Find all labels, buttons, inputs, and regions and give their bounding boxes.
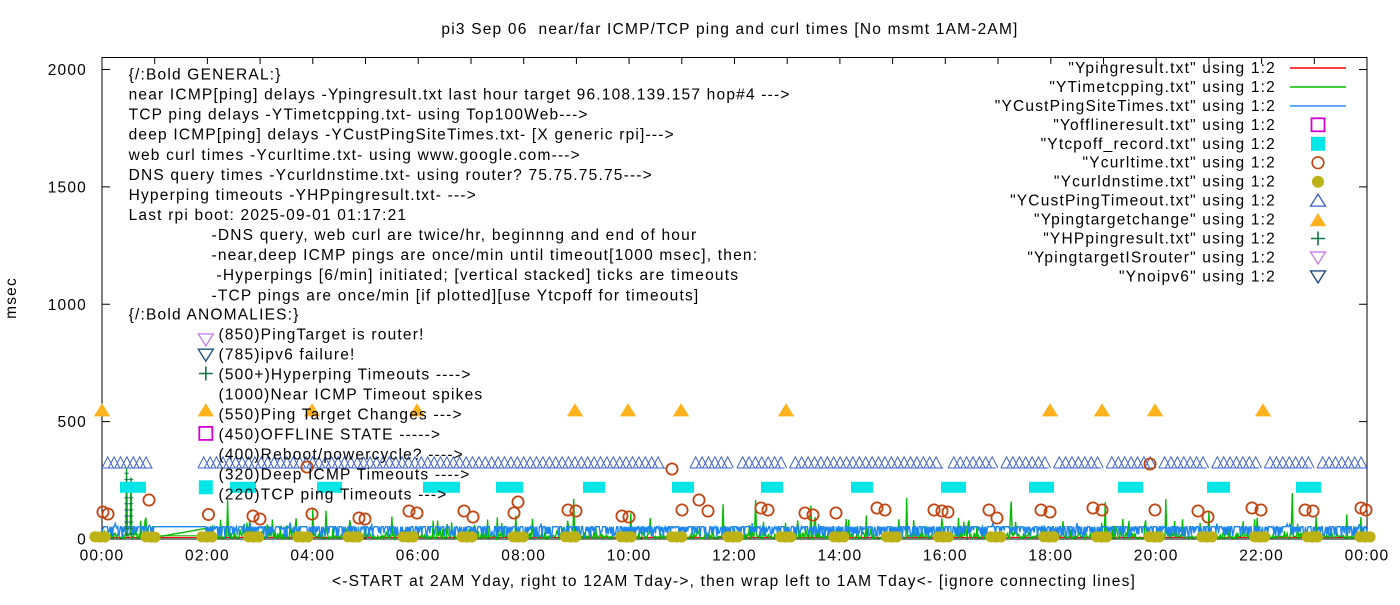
svg-text:"Ycurldnstime.txt" using 1:2: "Ycurldnstime.txt" using 1:2: [1054, 174, 1276, 191]
svg-text:"YHPpingresult.txt" using 1:2: "YHPpingresult.txt" using 1:2: [1043, 231, 1276, 248]
svg-text:(220)TCP ping Timeouts --->: (220)TCP ping Timeouts --->: [219, 486, 448, 503]
svg-text:deep ICMP[ping] delays -YCustP: deep ICMP[ping] delays -YCustPingSiteTim…: [129, 127, 675, 144]
svg-text:16:00: 16:00: [923, 548, 968, 565]
svg-text:"YCustPingTimeout.txt" using 1: "YCustPingTimeout.txt" using 1:2: [1010, 193, 1276, 210]
svg-text:1500: 1500: [48, 179, 87, 196]
svg-text:TCP ping delays -YTimetcpping.: TCP ping delays -YTimetcpping.txt- using…: [129, 107, 589, 124]
svg-text:-near,deep ICMP pings are once: -near,deep ICMP pings are once/min until…: [212, 247, 759, 264]
svg-text:(500+)Hyperping Timeouts ---->: (500+)Hyperping Timeouts ---->: [219, 366, 472, 383]
svg-text:Hyperping timeouts -YHPpingres: Hyperping timeouts -YHPpingresult.txt- -…: [129, 187, 477, 204]
svg-text:"Ytcpoff_record.txt" using 1:2: "Ytcpoff_record.txt" using 1:2: [1041, 136, 1276, 153]
svg-text:-DNS query, web curl are twice: -DNS query, web curl are twice/hr, begin…: [212, 227, 698, 244]
svg-text:"YCustPingSiteTimes.txt" using: "YCustPingSiteTimes.txt" using 1:2: [995, 98, 1276, 115]
svg-text:-TCP pings are once/min [if pl: -TCP pings are once/min [if plotted][use…: [212, 287, 700, 304]
svg-text:00:00: 00:00: [80, 548, 125, 565]
svg-text:"Yofflineresult.txt" using 1:2: "Yofflineresult.txt" using 1:2: [1053, 117, 1276, 134]
svg-text:2000: 2000: [48, 62, 87, 79]
svg-text:08:00: 08:00: [501, 548, 546, 565]
svg-text:12:00: 12:00: [712, 548, 757, 565]
svg-text:"Ynoipv6" using 1:2: "Ynoipv6" using 1:2: [1119, 268, 1276, 285]
svg-text:-Hyperpings [6/min] initiated;: -Hyperpings [6/min] initiated; [vertical…: [217, 267, 740, 284]
svg-text:DNS query times -Ycurldnstime.: DNS query times -Ycurldnstime.txt- using…: [129, 167, 653, 184]
svg-text:"Ypingresult.txt" using 1:2: "Ypingresult.txt" using 1:2: [1068, 60, 1276, 77]
svg-text:(400)Reboot/powercycle? ---->: (400)Reboot/powercycle? ---->: [219, 446, 464, 463]
svg-text:06:00: 06:00: [396, 548, 441, 565]
svg-text:web curl times -Ycurltime.txt-: web curl times -Ycurltime.txt- using www…: [128, 147, 581, 164]
svg-text:<-START at 2AM Yday, right to: <-START at 2AM Yday, right to 12AM Tday-…: [332, 573, 1136, 590]
svg-text:10:00: 10:00: [607, 548, 652, 565]
svg-text:(450)OFFLINE STATE ----->: (450)OFFLINE STATE ----->: [219, 426, 442, 443]
svg-text:(550)Ping Target Changes --->: (550)Ping Target Changes --->: [219, 406, 463, 423]
svg-text:(1000)Near ICMP Timeout spikes: (1000)Near ICMP Timeout spikes: [219, 386, 484, 403]
svg-text:"YpingtargetISrouter" using 1:: "YpingtargetISrouter" using 1:2: [1027, 250, 1276, 267]
svg-text:"Ycurltime.txt" using 1:2: "Ycurltime.txt" using 1:2: [1083, 155, 1276, 172]
svg-text:(785)ipv6 failure!: (785)ipv6 failure!: [219, 346, 356, 363]
svg-text:{/:Bold GENERAL:}: {/:Bold GENERAL:}: [129, 67, 282, 84]
svg-text:00:00: 00:00: [1345, 548, 1390, 565]
svg-text:"YTimetcpping.txt" using 1:2: "YTimetcpping.txt" using 1:2: [1049, 79, 1276, 96]
svg-text:500: 500: [58, 414, 87, 431]
svg-text:near ICMP[ping] delays -Ypingr: near ICMP[ping] delays -Ypingresult.txt …: [129, 87, 791, 104]
svg-text:20:00: 20:00: [1134, 548, 1179, 565]
svg-text:{/:Bold ANOMALIES:}: {/:Bold ANOMALIES:}: [129, 306, 300, 323]
svg-text:18:00: 18:00: [1028, 548, 1073, 565]
svg-text:"Ypingtargetchange" using 1:2: "Ypingtargetchange" using 1:2: [1034, 212, 1276, 229]
svg-text:14:00: 14:00: [818, 548, 863, 565]
svg-text:msec: msec: [3, 277, 20, 319]
svg-text:22:00: 22:00: [1239, 548, 1284, 565]
svg-text:04:00: 04:00: [290, 548, 335, 565]
svg-text:(850)PingTarget is router!: (850)PingTarget is router!: [219, 326, 425, 343]
svg-text:Last rpi boot: 2025-09-01 01:1: Last rpi boot: 2025-09-01 01:17:21: [129, 207, 408, 224]
svg-text:02:00: 02:00: [185, 548, 230, 565]
svg-text:0: 0: [77, 532, 87, 549]
svg-text:1000: 1000: [48, 297, 87, 314]
svg-text:pi3 Sep 06 near/far ICMP/TCP: pi3 Sep 06 near/far ICMP/TCP ping and cu…: [441, 21, 1018, 38]
svg-text:(320)Deep ICMP Timeouts ---->: (320)Deep ICMP Timeouts ---->: [219, 466, 471, 483]
